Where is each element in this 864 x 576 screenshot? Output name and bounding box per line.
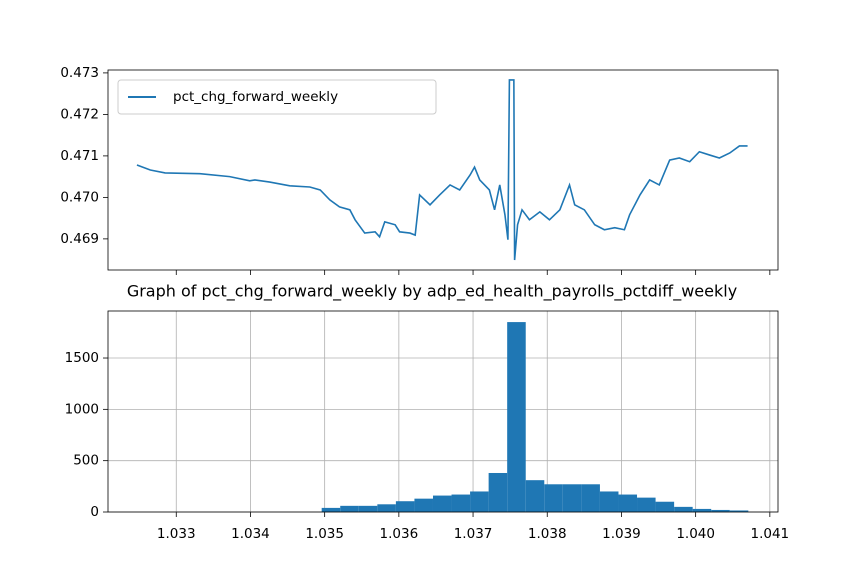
bar <box>507 322 526 512</box>
bar <box>562 484 582 512</box>
bar <box>692 508 712 512</box>
bar <box>414 498 433 512</box>
y-tick-label: 1500 <box>65 350 99 366</box>
bar <box>729 510 749 512</box>
bar <box>544 484 563 512</box>
legend-label: pct_chg_forward_weekly <box>173 89 338 105</box>
chart-title: Graph of pct_chg_forward_weekly by adp_e… <box>127 282 737 302</box>
y-tick-label: 0.471 <box>60 148 99 164</box>
bar <box>618 494 638 512</box>
x-tick-label: 1.040 <box>676 526 715 542</box>
x-tick-label: 1.038 <box>528 526 567 542</box>
line-series <box>136 79 748 261</box>
bar <box>377 504 396 512</box>
x-tick-label: 1.034 <box>231 526 270 542</box>
y-tick-label: 0.472 <box>60 106 99 122</box>
bar <box>340 505 359 512</box>
x-tick-label: 1.041 <box>751 526 790 542</box>
bar <box>637 497 656 512</box>
y-tick-label: 0.469 <box>60 231 99 247</box>
y-tick-label: 0.470 <box>60 189 99 205</box>
bar <box>655 501 675 512</box>
bar <box>581 484 600 512</box>
x-tick-label: 1.039 <box>602 526 641 542</box>
bar <box>358 505 378 512</box>
x-tick-label: 1.036 <box>380 526 419 542</box>
y-tick-label: 0.473 <box>60 65 99 81</box>
bar <box>321 507 341 512</box>
axes-frame <box>107 310 779 513</box>
bar <box>451 494 471 512</box>
bar <box>599 491 619 512</box>
x-tick-label: 1.037 <box>454 526 493 542</box>
x-tick-label: 1.033 <box>157 526 196 542</box>
y-tick-label: 500 <box>73 453 99 469</box>
y-tick-label: 1000 <box>65 401 99 417</box>
y-tick-label: 0 <box>90 504 99 520</box>
bar <box>432 495 452 512</box>
bar <box>711 509 730 512</box>
bar <box>674 506 693 512</box>
bar <box>395 501 415 512</box>
bar <box>470 491 489 512</box>
x-tick-label: 1.035 <box>305 526 344 542</box>
legend-box <box>117 79 437 115</box>
bar <box>488 472 508 512</box>
bar <box>525 480 545 512</box>
axes-frame <box>107 69 779 271</box>
